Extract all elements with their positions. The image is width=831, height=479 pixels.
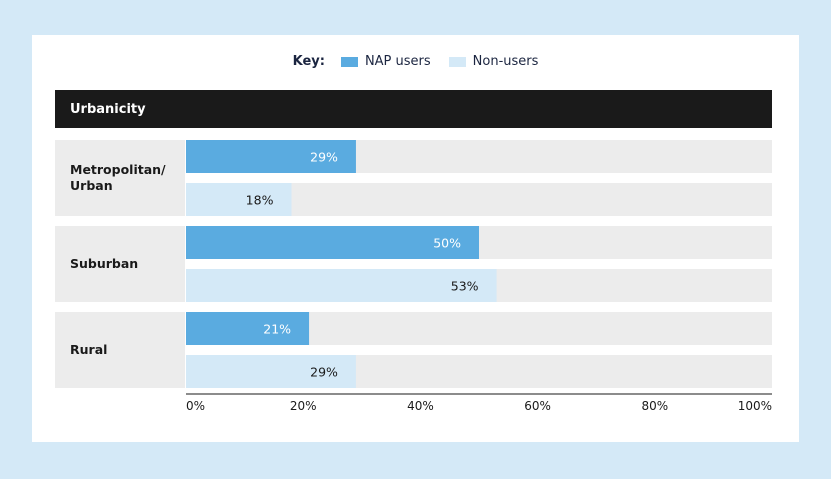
legend-item-non-users: Non-users xyxy=(448,54,539,69)
legend: Key: NAP users Non-users xyxy=(0,54,831,69)
nap-users-bar-suburban xyxy=(186,226,479,259)
non-users-value-label: 29% xyxy=(310,365,338,380)
legend-swatch-non-users xyxy=(448,56,466,67)
legend-label-non-users: Non-users xyxy=(472,54,539,69)
legend-swatch-nap-users xyxy=(340,56,358,67)
x-tick-label: 20% xyxy=(290,399,317,413)
legend-item-nap-users: NAP users xyxy=(340,54,431,69)
non-users-value-label: 53% xyxy=(451,279,479,294)
nap-users-value-label: 21% xyxy=(263,322,291,337)
category-label-text: Suburban xyxy=(70,256,139,272)
x-tick-label: 40% xyxy=(407,399,434,413)
nap-users-value-label: 29% xyxy=(310,150,338,165)
category-label-suburban: Suburban xyxy=(55,226,185,302)
x-tick-label: 100% xyxy=(738,399,772,413)
legend-label-nap-users: NAP users xyxy=(364,54,431,69)
non-users-value-label: 18% xyxy=(246,193,274,208)
category-label-text: Metropolitan/ Urban xyxy=(70,162,166,193)
nap-users-bar-metropolitan-urban xyxy=(186,140,356,173)
x-tick-label: 60% xyxy=(524,399,551,413)
non-users-bar-rural xyxy=(186,355,356,388)
non-users-bar-metropolitan-urban xyxy=(186,183,292,216)
non-users-bar-suburban xyxy=(186,269,497,302)
nap-users-bar-rural xyxy=(186,312,310,345)
urbanicity-header: Urbanicity xyxy=(55,90,772,128)
category-label-text: Rural xyxy=(70,342,108,358)
nap-users-value-label: 50% xyxy=(433,236,461,251)
category-label-rural: Rural xyxy=(55,312,185,388)
x-tick-label: 0% xyxy=(186,399,205,413)
legend-key-label: Key: xyxy=(292,54,325,69)
urbanicity-header-title: Urbanicity xyxy=(70,101,146,117)
category-label-metropolitan-urban: Metropolitan/ Urban xyxy=(55,140,185,216)
x-tick-label: 80% xyxy=(641,399,668,413)
